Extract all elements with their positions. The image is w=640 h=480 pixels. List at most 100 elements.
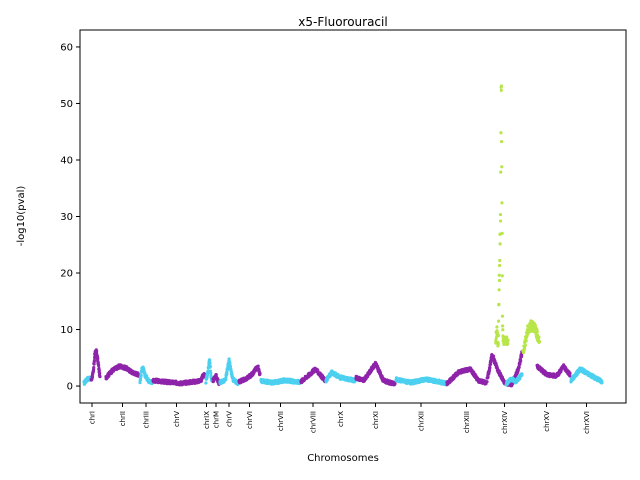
data-point (97, 368, 101, 373)
region-chrxiii-even (445, 366, 488, 387)
y-axis: 0 10 20 30 40 50 60 (60, 42, 80, 393)
x-tick-label: chrVI (246, 411, 254, 429)
data-point (208, 364, 212, 368)
data-point (486, 375, 490, 379)
data-point (208, 358, 212, 362)
x-axis: chrI chrII chrIII chrV chrIX chrM chrV chrVI chr… (89, 403, 591, 434)
y-tick-label: 50 (60, 99, 73, 110)
data-point (523, 343, 527, 347)
x-tick-label: chrXIII (463, 411, 471, 433)
region-chrxv-significant (521, 319, 542, 355)
x-tick-label: chrII (119, 411, 127, 426)
data-point (498, 263, 502, 268)
data-point (537, 340, 542, 344)
x-tick-label: chrVII (277, 411, 285, 431)
region-chrm-even (211, 373, 221, 386)
data-point (90, 375, 94, 379)
region-chriii-odd (138, 365, 154, 386)
data-point (145, 374, 149, 378)
data-point (258, 371, 262, 376)
y-tick-label: 0 (67, 382, 73, 393)
data-point (568, 371, 572, 375)
data-point (498, 258, 502, 263)
chart-title: x5-Fluorouracil (298, 15, 387, 29)
y-tick-label: 10 (60, 325, 73, 336)
data-point (209, 371, 213, 375)
data-point (393, 382, 397, 386)
region-chrxvi-odd (569, 366, 604, 385)
data-point (228, 364, 233, 369)
data-point (208, 361, 212, 365)
data-point (139, 373, 143, 378)
data-point (499, 170, 503, 174)
x-tick-label: chrV (173, 411, 181, 427)
data-point (500, 201, 504, 205)
data-point (537, 335, 541, 339)
data-point (494, 337, 498, 341)
x-tick-label: chrXII (418, 411, 426, 431)
data-point (92, 358, 97, 363)
data-point (497, 288, 501, 292)
data-point (499, 84, 504, 88)
data-point (524, 339, 528, 343)
data-point (497, 278, 502, 283)
data-point (497, 319, 501, 323)
x-tick-label: chrXIV (501, 411, 509, 434)
data-point (488, 366, 492, 370)
region-chrv-odd (218, 357, 240, 387)
x-tick-label: chrIII (143, 411, 151, 428)
data-point (506, 341, 510, 346)
data-point (500, 139, 504, 144)
data-point (506, 339, 510, 343)
x-tick-label: chrXI (372, 411, 380, 429)
y-axis-title: -log10(pval) (16, 186, 27, 247)
region-chrv-even (151, 377, 202, 387)
data-point (497, 302, 501, 306)
data-points (82, 84, 604, 388)
x-axis-title: Chromosomes (307, 453, 379, 464)
data-point (500, 274, 504, 278)
data-point (228, 361, 232, 366)
data-point (496, 342, 500, 346)
x-tick-label: chrM (213, 411, 221, 428)
x-tick-label: chrV (226, 411, 234, 427)
x-tick-label: chrVIII (310, 411, 318, 433)
y-tick-label: 20 (60, 269, 73, 280)
y-tick-label: 30 (60, 212, 73, 223)
x-tick-label: chrXVI (583, 411, 591, 434)
data-point (496, 334, 501, 338)
x-tick-label: chrX (337, 411, 345, 427)
region-chrii-even (104, 363, 141, 381)
data-point (505, 335, 509, 339)
data-point (491, 354, 496, 358)
data-point (138, 377, 143, 382)
data-point (95, 349, 99, 353)
data-point (568, 374, 572, 378)
data-point (499, 131, 503, 135)
y-tick-label: 60 (60, 42, 73, 53)
data-point (497, 273, 501, 277)
data-point (96, 356, 100, 361)
region-chrx-odd (324, 369, 357, 384)
data-point (499, 88, 503, 92)
data-point (98, 371, 102, 375)
data-point (92, 365, 96, 370)
region-chrxi-even (354, 360, 397, 387)
data-point (206, 369, 210, 373)
region-chrvi-even (237, 364, 262, 385)
data-point (520, 372, 524, 376)
data-point (501, 324, 505, 328)
data-point (97, 363, 101, 368)
data-point (204, 381, 208, 385)
region-chrxiv-odd (504, 372, 524, 387)
data-point (485, 380, 489, 384)
region-chrxv-even (535, 363, 572, 379)
data-point (500, 231, 504, 236)
region-chrvii-odd (259, 377, 302, 386)
data-point (535, 330, 539, 334)
data-point (499, 219, 503, 223)
data-point (497, 369, 501, 373)
x-tick-label: chrXV (543, 411, 551, 432)
data-point (522, 346, 527, 350)
